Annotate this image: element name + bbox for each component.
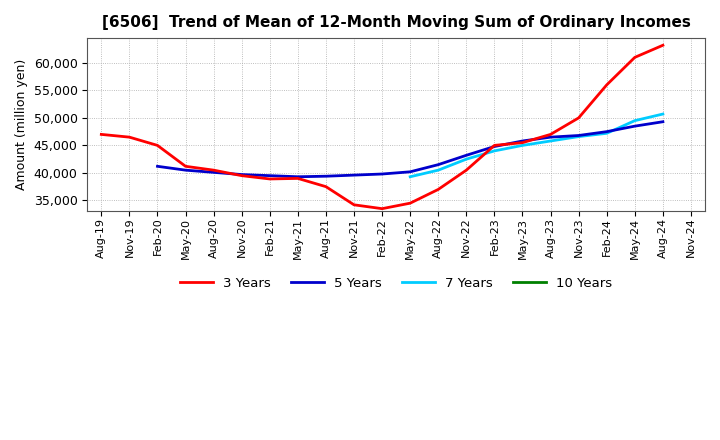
Y-axis label: Amount (million yen): Amount (million yen) <box>15 59 28 191</box>
Title: [6506]  Trend of Mean of 12-Month Moving Sum of Ordinary Incomes: [6506] Trend of Mean of 12-Month Moving … <box>102 15 690 30</box>
Legend: 3 Years, 5 Years, 7 Years, 10 Years: 3 Years, 5 Years, 7 Years, 10 Years <box>174 271 618 295</box>
